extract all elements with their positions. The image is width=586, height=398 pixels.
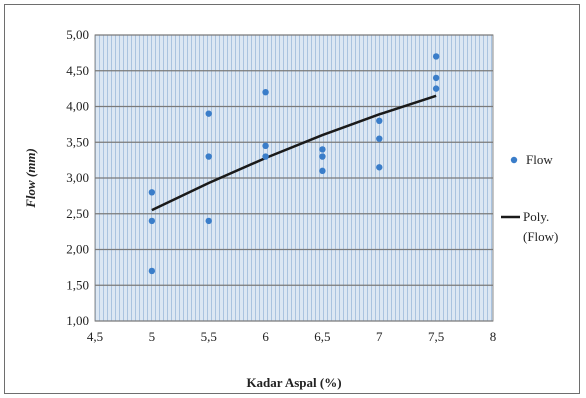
y-tick-label: 4,50 <box>66 63 89 78</box>
data-points <box>148 53 440 275</box>
legend-label-poly-line2: (Flow) <box>523 229 558 244</box>
data-point <box>432 53 440 60</box>
data-point <box>262 153 269 160</box>
legend-label-poly-line1: Poly. <box>523 209 549 224</box>
data-point <box>148 217 156 225</box>
data-point <box>432 74 440 82</box>
data-point <box>319 153 326 160</box>
y-tick-label: 1,00 <box>66 313 89 328</box>
x-tick-labels: 4,5 5 5,5 6 6,5 7 7,5 8 <box>87 329 496 344</box>
data-point <box>205 110 212 117</box>
x-tick-label: 6 <box>262 329 269 344</box>
data-point <box>148 267 156 275</box>
y-tick-label: 3,00 <box>66 170 89 185</box>
data-point <box>262 89 269 96</box>
data-point <box>262 142 269 150</box>
y-tick-label: 2,50 <box>66 206 89 221</box>
data-point <box>376 117 383 125</box>
x-tick-label: 5,5 <box>201 329 217 344</box>
y-tick-labels: 1,00 1,50 2,00 2,50 3,00 3,50 4,00 4,50 5,00 <box>66 27 89 328</box>
data-point <box>319 146 326 153</box>
y-tick-label: 1,50 <box>66 277 89 292</box>
legend: Flow Poly. (Flow) <box>501 152 558 244</box>
trendline <box>151 94 437 212</box>
x-tick-label: 7 <box>376 329 383 344</box>
y-tick-label: 2,00 <box>66 242 89 257</box>
gridlines <box>95 34 493 322</box>
x-axis-title: Kadar Aspal (%) <box>246 375 341 390</box>
x-tick-label: 6,5 <box>314 329 330 344</box>
data-point <box>376 135 383 142</box>
data-point <box>148 189 156 196</box>
data-point <box>432 85 440 92</box>
data-point <box>205 217 212 225</box>
y-axis-title: Flow (mm) <box>23 148 38 209</box>
data-point <box>376 164 383 171</box>
y-tick-label: 3,50 <box>66 134 89 149</box>
y-tick-label: 5,00 <box>66 27 89 42</box>
scatter-chart: 4,5 5 5,5 6 6,5 7 7,5 8 1,00 1,50 2,00 2,50 3,00 3,5… <box>23 27 558 390</box>
x-tick-label: 5 <box>149 329 156 344</box>
legend-label-flow: Flow <box>526 152 553 167</box>
data-point <box>205 153 212 160</box>
x-tick-label: 7,5 <box>428 329 444 344</box>
x-tick-label: 8 <box>490 329 497 344</box>
y-tick-label: 4,00 <box>66 99 89 114</box>
chart-frame: 4,5 5 5,5 6 6,5 7 7,5 8 1,00 1,50 2,00 2,50 3,00 3,5… <box>4 4 580 394</box>
data-point <box>319 167 326 175</box>
legend-marker-flow <box>510 156 518 164</box>
x-tick-label: 4,5 <box>87 329 103 344</box>
